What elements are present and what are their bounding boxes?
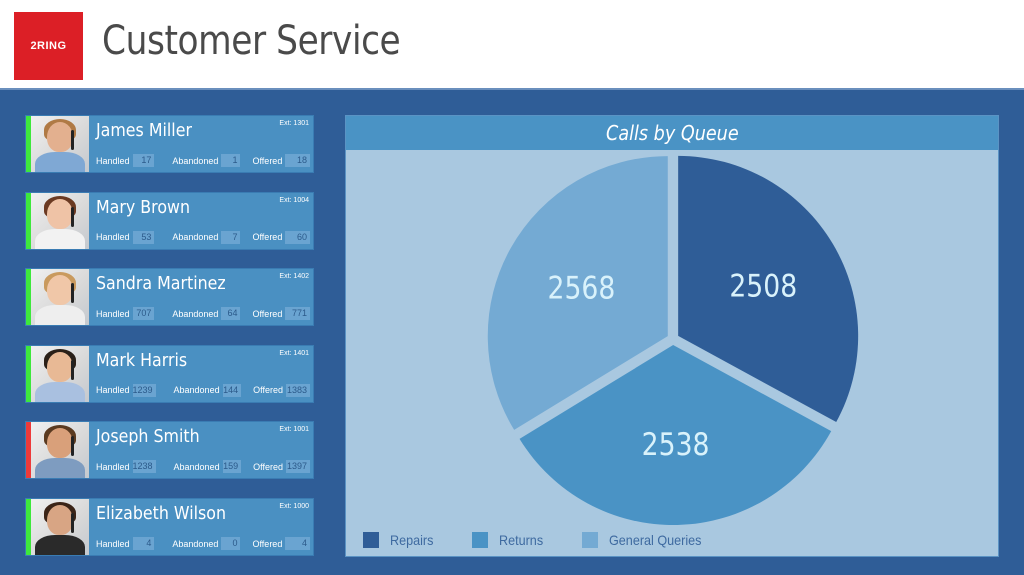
agent-extension: Ext: 1401 xyxy=(279,349,309,357)
abandoned-label: Abandoned xyxy=(173,385,220,396)
agent-name: Joseph Smith xyxy=(96,426,200,448)
headset-icon xyxy=(71,436,74,457)
handled-value: 1238 xyxy=(132,460,156,474)
agent-card-joseph-smith[interactable]: Joseph Smith Ext: 1001 Handled 1238 Aban… xyxy=(25,421,314,480)
legend-item-general-queries[interactable]: General Queries xyxy=(582,532,712,548)
headset-icon xyxy=(71,359,74,380)
abandoned-value: 144 xyxy=(222,383,242,397)
agent-card-mark-harris[interactable]: Mark Harris Ext: 1401 Handled 1239 Aband… xyxy=(25,344,314,403)
agent-card-sandra-martinez[interactable]: Sandra Martinez Ext: 1402 Handled 707 Ab… xyxy=(25,268,314,327)
legend-swatch xyxy=(582,532,599,548)
legend-swatch xyxy=(363,532,379,548)
abandoned-label: Abandoned xyxy=(172,155,219,166)
agent-name: Mark Harris xyxy=(96,349,188,371)
abandoned-value: 159 xyxy=(222,460,242,474)
agent-avatar xyxy=(31,422,89,479)
agent-avatar xyxy=(31,345,89,402)
handled-value: 1239 xyxy=(132,383,156,397)
offered-label: Offered xyxy=(252,232,283,243)
headset-icon xyxy=(71,283,74,304)
status-indicator xyxy=(26,499,31,555)
offered-value: 60 xyxy=(285,230,311,244)
headset-icon xyxy=(71,206,74,227)
pie-slice-label: 2538 xyxy=(642,426,710,462)
chart-title: Calls by Queue xyxy=(346,116,998,150)
agent-extension: Ext: 1004 xyxy=(279,196,309,204)
handled-label: Handled xyxy=(96,538,130,549)
abandoned-value: 0 xyxy=(221,537,241,550)
offered-value: 4 xyxy=(285,537,311,550)
abandoned-label: Abandoned xyxy=(172,538,219,549)
status-indicator xyxy=(26,345,31,402)
agent-avatar xyxy=(31,192,89,249)
pie-slice-repairs[interactable] xyxy=(678,155,859,423)
legend-label: Repairs xyxy=(390,532,434,548)
chart-legend: Repairs Returns General Queries xyxy=(363,532,746,548)
status-indicator xyxy=(26,422,31,479)
abandoned-value: 64 xyxy=(221,307,241,321)
legend-label: Returns xyxy=(499,532,544,548)
legend-item-repairs[interactable]: Repairs xyxy=(363,532,438,548)
offered-value: 1397 xyxy=(285,460,310,474)
agent-avatar xyxy=(31,499,89,555)
agent-card-mary-brown[interactable]: Mary Brown Ext: 1004 Handled 53 Abandone… xyxy=(25,191,314,250)
offered-value: 771 xyxy=(285,307,311,321)
offered-label: Offered xyxy=(252,538,283,549)
header-bar: 2RING Customer Service xyxy=(0,0,1024,90)
handled-value: 53 xyxy=(132,230,155,244)
abandoned-value: 1 xyxy=(221,154,241,167)
agent-avatar xyxy=(31,269,89,326)
pie-slice-returns[interactable] xyxy=(519,344,832,525)
agent-extension: Ext: 1301 xyxy=(279,120,309,127)
handled-label: Handled xyxy=(96,308,130,319)
abandoned-label: Abandoned xyxy=(172,308,219,319)
handled-label: Handled xyxy=(96,461,130,472)
logo-text: 2RING xyxy=(30,40,67,52)
legend-label: General Queries xyxy=(609,532,702,548)
page-title: Customer Service xyxy=(102,18,401,64)
agent-name: James Miller xyxy=(96,120,192,141)
status-indicator xyxy=(26,116,31,172)
offered-label: Offered xyxy=(253,385,283,396)
agent-card-james-miller[interactable]: James Miller Ext: 1301 Handled 17 Abando… xyxy=(25,115,314,173)
calls-by-queue-chart: Calls by Queue 2508 2538 2568 Repairs Retur… xyxy=(345,115,999,557)
agent-name: Sandra Martinez xyxy=(96,273,226,295)
status-indicator xyxy=(26,269,31,326)
offered-value: 1383 xyxy=(285,383,310,397)
agent-extension: Ext: 1000 xyxy=(279,503,309,510)
pie-slice-general-queries[interactable] xyxy=(487,156,668,430)
pie-chart: 2508 2538 2568 xyxy=(487,155,859,525)
abandoned-label: Abandoned xyxy=(173,461,220,472)
legend-item-returns[interactable]: Returns xyxy=(472,532,548,548)
brand-logo: 2RING xyxy=(14,12,83,80)
legend-swatch xyxy=(472,532,489,548)
abandoned-label: Abandoned xyxy=(172,232,219,243)
status-indicator xyxy=(26,192,31,249)
handled-value: 707 xyxy=(132,307,155,321)
agent-name: Elizabeth Wilson xyxy=(96,503,227,524)
pie-slice-label: 2508 xyxy=(729,267,797,303)
agent-extension: Ext: 1001 xyxy=(279,426,309,434)
agent-card-elizabeth-wilson[interactable]: Elizabeth Wilson Ext: 1000 Handled 4 Aba… xyxy=(25,498,314,556)
pie-slice-label: 2568 xyxy=(548,270,616,306)
handled-value: 4 xyxy=(132,537,155,550)
offered-label: Offered xyxy=(252,308,283,319)
chart-title-text: Calls by Queue xyxy=(605,121,739,145)
offered-label: Offered xyxy=(252,155,283,166)
handled-value: 17 xyxy=(132,154,155,167)
handled-label: Handled xyxy=(96,232,130,243)
abandoned-value: 7 xyxy=(221,230,241,244)
offered-label: Offered xyxy=(253,461,283,472)
headset-icon xyxy=(71,513,74,533)
offered-value: 18 xyxy=(285,154,311,167)
agent-extension: Ext: 1402 xyxy=(279,273,309,281)
agent-avatar xyxy=(31,116,89,172)
handled-label: Handled xyxy=(96,385,130,396)
agent-name: Mary Brown xyxy=(96,196,191,218)
headset-icon xyxy=(71,130,74,150)
handled-label: Handled xyxy=(96,155,130,166)
